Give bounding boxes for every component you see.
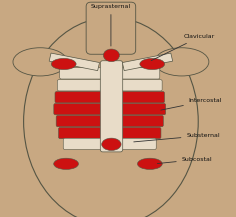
- FancyBboxPatch shape: [54, 104, 104, 115]
- FancyBboxPatch shape: [60, 68, 104, 79]
- FancyBboxPatch shape: [86, 2, 136, 54]
- FancyBboxPatch shape: [119, 138, 156, 150]
- Ellipse shape: [51, 58, 76, 70]
- FancyBboxPatch shape: [119, 80, 162, 91]
- Ellipse shape: [138, 158, 162, 169]
- FancyBboxPatch shape: [119, 115, 163, 127]
- Text: Substernal: Substernal: [134, 133, 220, 142]
- Polygon shape: [122, 53, 173, 71]
- FancyBboxPatch shape: [119, 68, 160, 79]
- Polygon shape: [49, 53, 100, 71]
- Text: Clavicular: Clavicular: [151, 34, 215, 61]
- Ellipse shape: [140, 58, 164, 70]
- Text: Subcostal: Subcostal: [157, 157, 212, 164]
- FancyBboxPatch shape: [59, 127, 104, 139]
- FancyBboxPatch shape: [119, 92, 164, 103]
- Text: Intercostal: Intercostal: [161, 98, 222, 110]
- FancyBboxPatch shape: [119, 127, 161, 139]
- Ellipse shape: [103, 49, 119, 62]
- FancyBboxPatch shape: [56, 115, 104, 127]
- Ellipse shape: [102, 138, 121, 151]
- Ellipse shape: [155, 48, 209, 76]
- Ellipse shape: [13, 48, 67, 76]
- Ellipse shape: [54, 158, 79, 169]
- FancyBboxPatch shape: [119, 104, 166, 115]
- Ellipse shape: [24, 17, 198, 217]
- FancyBboxPatch shape: [63, 138, 104, 150]
- FancyBboxPatch shape: [100, 61, 123, 152]
- FancyBboxPatch shape: [57, 80, 104, 91]
- FancyBboxPatch shape: [55, 92, 104, 103]
- Text: Suprasternal: Suprasternal: [91, 4, 131, 46]
